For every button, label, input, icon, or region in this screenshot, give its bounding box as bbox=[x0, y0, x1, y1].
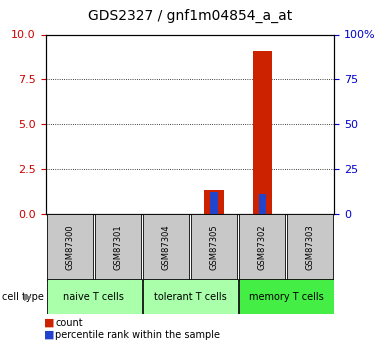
Bar bbox=[253, 51, 272, 214]
Bar bbox=[287, 214, 333, 281]
Text: tolerant T cells: tolerant T cells bbox=[154, 292, 226, 302]
Bar bbox=[143, 279, 238, 314]
Bar bbox=[239, 214, 285, 281]
Text: GSM87302: GSM87302 bbox=[258, 225, 267, 270]
Text: GSM87305: GSM87305 bbox=[209, 225, 218, 270]
Text: GSM87301: GSM87301 bbox=[113, 225, 122, 270]
Text: ■: ■ bbox=[44, 318, 54, 328]
Text: GDS2327 / gnf1m04854_a_at: GDS2327 / gnf1m04854_a_at bbox=[88, 9, 292, 23]
Bar bbox=[204, 190, 224, 214]
Bar bbox=[47, 214, 93, 281]
Text: ▶: ▶ bbox=[24, 292, 31, 302]
Bar bbox=[143, 214, 189, 281]
Text: percentile rank within the sample: percentile rank within the sample bbox=[55, 330, 220, 340]
Text: naive T cells: naive T cells bbox=[63, 292, 124, 302]
Bar bbox=[191, 214, 237, 281]
Bar bbox=[47, 279, 142, 314]
Text: ■: ■ bbox=[44, 330, 54, 340]
Bar bbox=[239, 279, 334, 314]
Text: cell type: cell type bbox=[2, 292, 44, 302]
Bar bbox=[258, 194, 266, 214]
Text: GSM87300: GSM87300 bbox=[65, 225, 74, 270]
Text: memory T cells: memory T cells bbox=[249, 292, 324, 302]
Text: GSM87304: GSM87304 bbox=[162, 225, 171, 270]
Bar bbox=[95, 214, 141, 281]
Text: GSM87303: GSM87303 bbox=[306, 225, 315, 270]
Text: count: count bbox=[55, 318, 83, 328]
Bar bbox=[211, 193, 218, 214]
